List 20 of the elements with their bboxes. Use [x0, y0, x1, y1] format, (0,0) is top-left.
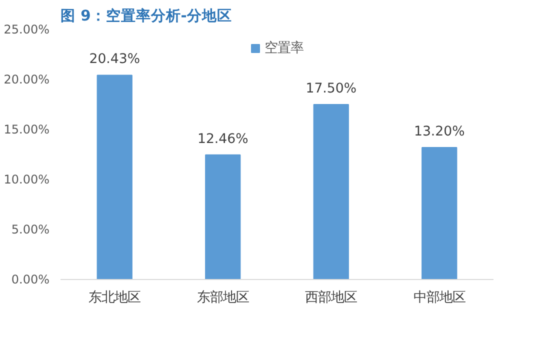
y-tick-label: 25.00% — [4, 22, 50, 36]
x-tick-label: 西部地区 — [305, 290, 358, 306]
x-tick-label: 中部地区 — [413, 290, 466, 306]
data-label: 12.46% — [197, 132, 248, 147]
data-label: 17.50% — [306, 82, 357, 96]
bar — [313, 104, 349, 280]
bar — [96, 74, 132, 280]
x-tick-label: 东部地区 — [196, 290, 249, 306]
bar — [205, 154, 241, 280]
y-tick-label: 0.00% — [11, 272, 50, 286]
y-tick-label: 20.00% — [4, 72, 50, 86]
y-tick-label: 5.00% — [11, 222, 50, 236]
bar — [422, 147, 458, 280]
y-tick-label: 15.00% — [4, 122, 50, 136]
legend-label: 空置率 — [264, 40, 304, 57]
chart-title: 图 9：空置率分析-分地区 — [60, 6, 232, 24]
data-label: 13.20% — [414, 124, 465, 140]
y-tick-label: 10.00% — [4, 172, 50, 186]
x-tick-label: 东北地区 — [88, 290, 141, 306]
data-label: 20.43% — [89, 52, 140, 68]
